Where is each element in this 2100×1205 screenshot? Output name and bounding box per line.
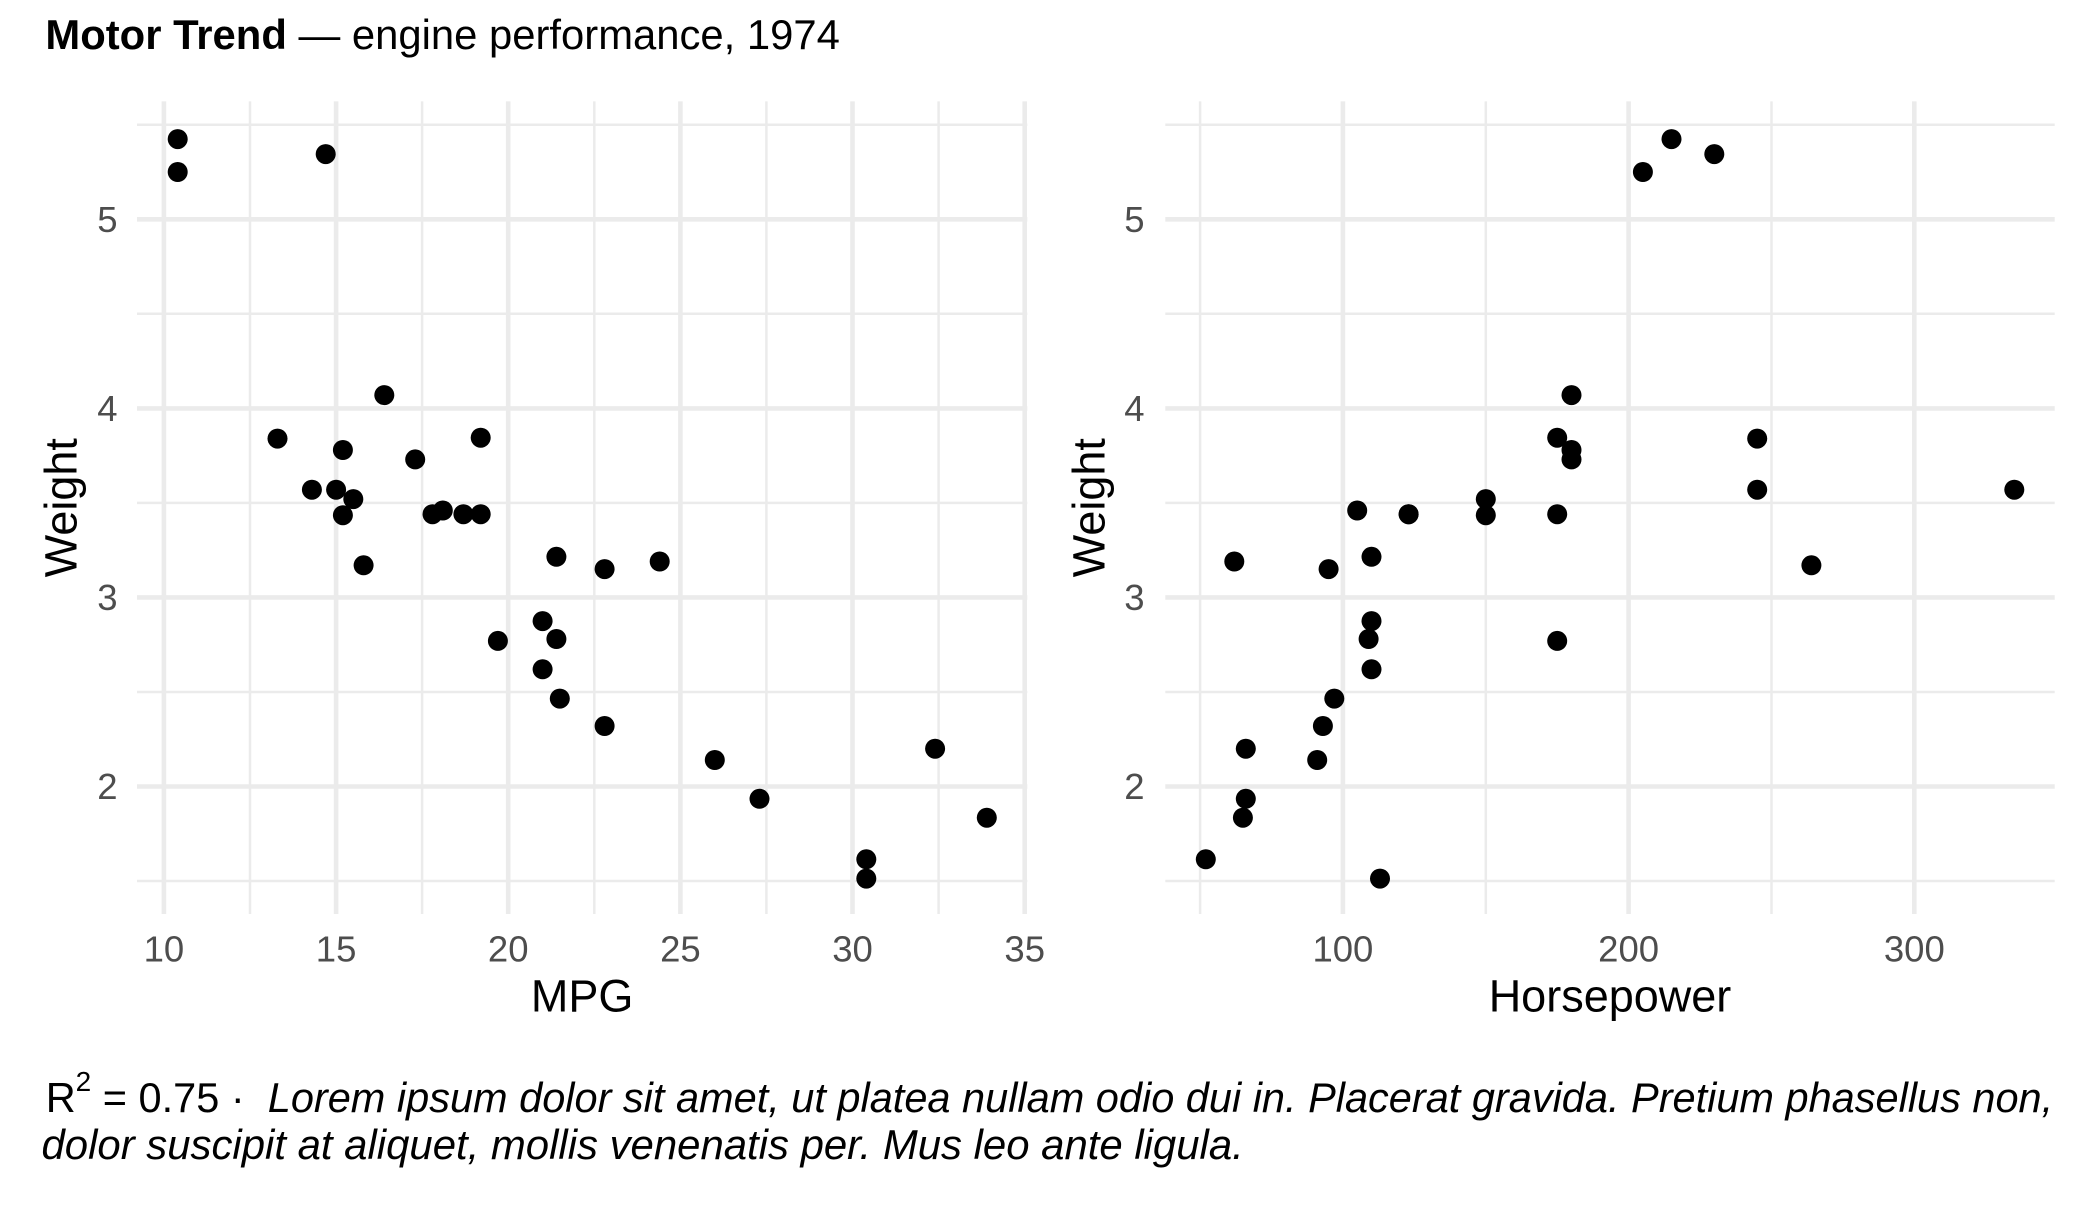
svg-text:Horsepower: Horsepower — [1489, 971, 1732, 1022]
svg-text:25: 25 — [660, 929, 701, 970]
svg-text:15: 15 — [316, 929, 357, 970]
svg-text:300: 300 — [1884, 929, 1945, 970]
svg-text:Weight: Weight — [36, 438, 87, 578]
svg-text:100: 100 — [1312, 929, 1373, 970]
svg-text:35: 35 — [1004, 929, 1045, 970]
svg-text:Weight: Weight — [1063, 438, 1114, 578]
svg-text:4: 4 — [1124, 388, 1144, 429]
svg-text:4: 4 — [97, 388, 117, 429]
svg-text:MPG: MPG — [531, 971, 634, 1022]
svg-text:Motor Trend — engine performan: Motor Trend — engine performance, 1974 — [45, 11, 839, 58]
svg-text:3: 3 — [97, 577, 117, 618]
svg-text:5: 5 — [97, 199, 117, 240]
svg-text:30: 30 — [832, 929, 873, 970]
svg-text:3: 3 — [1124, 577, 1144, 618]
svg-text:dolor suscipit at aliquet, mol: dolor suscipit at aliquet, mollis venena… — [42, 1121, 1244, 1168]
svg-text:2: 2 — [97, 766, 117, 807]
svg-text:2: 2 — [1124, 766, 1144, 807]
svg-text:5: 5 — [1124, 199, 1144, 240]
svg-text:200: 200 — [1598, 929, 1659, 970]
svg-text:R2 = 0.75 · Lorem ipsum dolor: R2 = 0.75 · Lorem ipsum dolor sit amet, … — [46, 1066, 2053, 1121]
svg-text:20: 20 — [488, 929, 529, 970]
svg-text:10: 10 — [144, 929, 185, 970]
